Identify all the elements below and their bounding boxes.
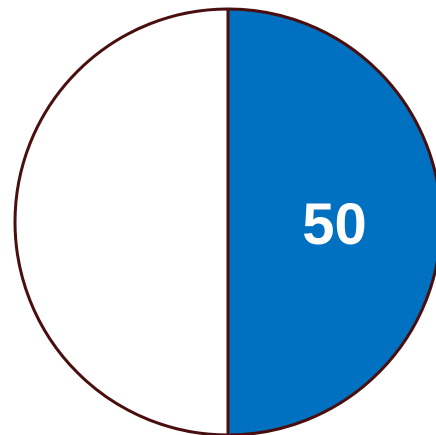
pie-slice-1	[13, 7, 230, 435]
pie-slice-label-0: 50	[302, 192, 367, 257]
pie-slices	[13, 7, 436, 435]
pie-labels: 50	[302, 192, 367, 257]
pie-slice-0	[226, 7, 436, 435]
